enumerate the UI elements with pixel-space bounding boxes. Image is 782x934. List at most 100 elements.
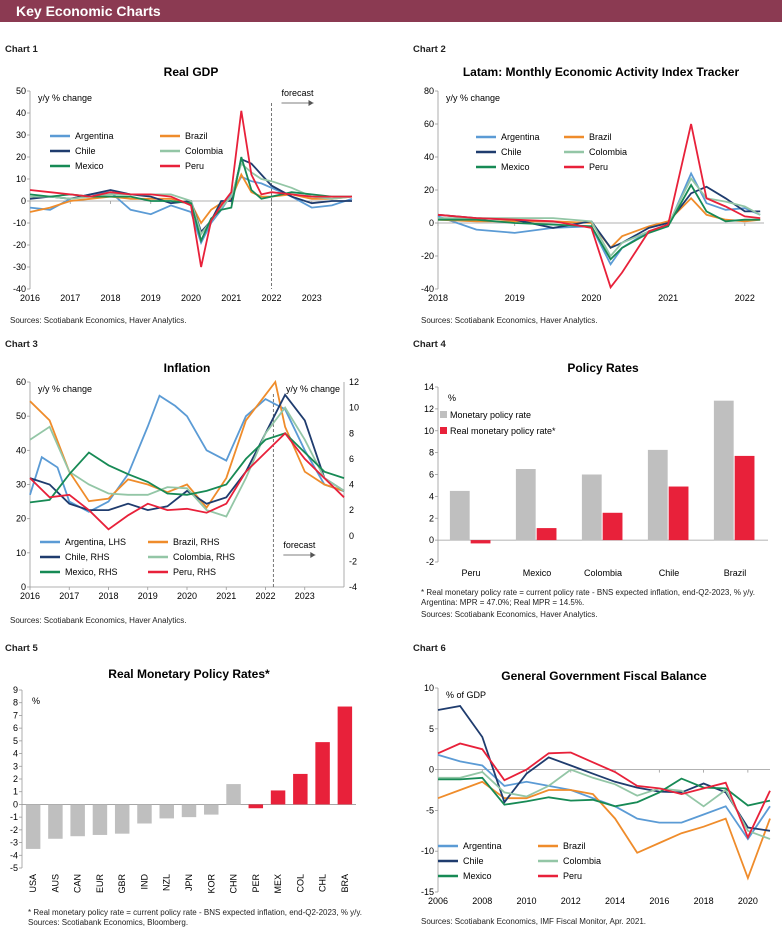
y-tick-label: 5	[429, 724, 434, 734]
panel-label-2: Chart 2	[413, 44, 446, 55]
legend-label-argentina: Argentina	[75, 131, 114, 141]
x-tick-label: 2012	[561, 896, 581, 906]
x-tick-label: 2019	[141, 293, 161, 303]
x-tick-label: CAN	[73, 874, 83, 893]
series-line-colombia	[438, 768, 771, 840]
x-tick-label: 2019	[505, 293, 525, 303]
x-tick-label: Chile	[659, 568, 680, 578]
x-tick-label: 2023	[302, 293, 322, 303]
panel-label-4: Chart 4	[413, 339, 446, 350]
y-tick-label: -2	[10, 825, 18, 835]
y-tick-label: 10	[424, 426, 434, 436]
series-line-colombia-rhs	[29, 406, 345, 518]
y-axis-label: y/y % change	[38, 93, 92, 103]
bar-mexico-monetary-policy-rate	[515, 469, 536, 541]
y-tick-label: 0	[21, 196, 26, 206]
bar-gbr	[114, 804, 130, 834]
y-tick-label: 1	[13, 787, 18, 797]
series-line-mexico-rhs	[29, 432, 345, 504]
legend-label-brazil: Brazil	[589, 132, 612, 142]
legend-label-mexico: Mexico	[75, 161, 104, 171]
y-tick-label: 2	[13, 774, 18, 784]
x-tick-label: Colombia	[584, 568, 622, 578]
forecast-label: forecast	[283, 540, 316, 550]
legend-label-chile-rhs: Chile, RHS	[65, 552, 110, 562]
x-tick-label: 2017	[59, 591, 79, 601]
y-tick-label-right: 0	[349, 531, 354, 541]
bar-peru-real-monetary-policy-rate	[470, 540, 491, 544]
bar-chile-monetary-policy-rate	[647, 449, 668, 541]
y-tick-label-right: 12	[349, 377, 359, 387]
bar-col	[293, 773, 308, 805]
y-tick-label: 6	[429, 470, 434, 480]
x-tick-label: 2018	[428, 293, 448, 303]
legend-label-peru-rhs: Peru, RHS	[173, 567, 216, 577]
y-tick-label: 2	[429, 513, 434, 523]
x-tick-label: 2006	[428, 896, 448, 906]
chart3-source: Sources: Scotiabank Economics, Haver Ana…	[10, 616, 187, 625]
x-tick-label: 2020	[581, 293, 601, 303]
x-tick-label: CHL	[318, 874, 328, 892]
bar-brazil-monetary-policy-rate	[713, 400, 734, 541]
y-tick-label: 50	[16, 411, 26, 421]
series-line-peru	[29, 110, 352, 268]
chart-title: Real GDP	[164, 65, 219, 79]
chart-title: Real Monetary Policy Rates*	[108, 667, 270, 681]
y-tick-label: -15	[421, 887, 434, 897]
y-tick-label: -5	[426, 805, 434, 815]
y-tick-label: 30	[16, 130, 26, 140]
legend-label-argentina: Argentina	[463, 841, 502, 851]
y-tick-label: 40	[16, 108, 26, 118]
page-banner: Key Economic Charts	[0, 0, 782, 22]
y-axis-label-right: y/y % change	[286, 384, 340, 394]
legend-label-argentina: Argentina	[501, 132, 540, 142]
y-tick-label: 9	[13, 685, 18, 695]
y-tick-label: -3	[10, 838, 18, 848]
bar-eur	[92, 804, 108, 835]
legend-label-peru: Peru	[589, 162, 608, 172]
legend-label-mexico: Mexico	[463, 871, 492, 881]
chart1-source: Sources: Scotiabank Economics, Haver Ana…	[10, 316, 187, 325]
series-line-brazil	[437, 780, 771, 881]
x-tick-label: USA	[28, 874, 38, 893]
y-tick-label: 0	[21, 582, 26, 592]
series-line-peru-rhs	[29, 431, 345, 531]
x-tick-label: 2022	[261, 293, 281, 303]
y-tick-label: 10	[16, 548, 26, 558]
x-tick-label: MEX	[273, 874, 283, 894]
legend-label-peru: Peru	[563, 871, 582, 881]
policy-rates-chart: Policy Rates% -2 0 2 4 6 8 10 12 14 Peru Mexico Colo…	[424, 361, 768, 578]
legend-label-real-monetary-policy-rate: Real monetary policy rate*	[450, 426, 556, 436]
legend-label-chile: Chile	[75, 146, 96, 156]
chart4-footnote: * Real monetary policy rate = current po…	[421, 588, 756, 607]
x-tick-label: 2014	[605, 896, 625, 906]
x-tick-label: 2017	[60, 293, 80, 303]
chart-title: Inflation	[164, 361, 211, 375]
legend-swatch-monetary-policy-rate	[440, 411, 447, 418]
y-tick-label: 8	[13, 698, 18, 708]
x-tick-label: CHN	[229, 874, 239, 894]
y-tick-label: -40	[421, 284, 434, 294]
legend-label-monetary-policy-rate: Monetary policy rate	[450, 410, 531, 420]
y-tick-label: -30	[13, 262, 26, 272]
y-tick-label-right: 6	[349, 454, 354, 464]
y-tick-label: 3	[13, 761, 18, 771]
y-tick-label: 6	[13, 723, 18, 733]
bar-chile-real-monetary-policy-rate	[668, 486, 689, 541]
legend-label-colombia-rhs: Colombia, RHS	[173, 552, 235, 562]
x-tick-label: 2018	[100, 293, 120, 303]
panel-label-5: Chart 5	[5, 643, 38, 654]
y-axis-label: y/y % change	[446, 93, 500, 103]
y-tick-label: -4	[10, 850, 18, 860]
x-tick-label: 2021	[221, 293, 241, 303]
chart6-source: Sources: Scotiabank Economics, IMF Fisca…	[421, 917, 646, 926]
y-tick-label: -5	[10, 863, 18, 873]
y-tick-label: 14	[424, 382, 434, 392]
legend-label-brazil-rhs: Brazil, RHS	[173, 537, 220, 547]
x-tick-label: 2018	[98, 591, 118, 601]
y-tick-label: -2	[426, 557, 434, 567]
x-tick-label: 2019	[138, 591, 158, 601]
chart2-source: Sources: Scotiabank Economics, Haver Ana…	[421, 316, 598, 325]
y-tick-label: 80	[424, 86, 434, 96]
